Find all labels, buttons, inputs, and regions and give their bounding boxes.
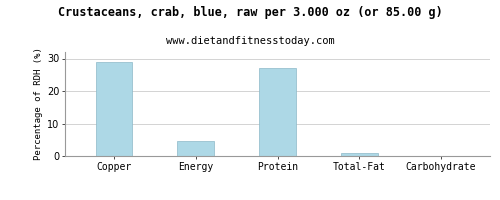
Text: Crustaceans, crab, blue, raw per 3.000 oz (or 85.00 g): Crustaceans, crab, blue, raw per 3.000 o…: [58, 6, 442, 19]
Y-axis label: Percentage of RDH (%): Percentage of RDH (%): [34, 48, 43, 160]
Text: www.dietandfitnesstoday.com: www.dietandfitnesstoday.com: [166, 36, 334, 46]
Bar: [341, 153, 378, 156]
Bar: [178, 141, 214, 156]
Bar: [259, 68, 296, 156]
Bar: [96, 62, 132, 156]
